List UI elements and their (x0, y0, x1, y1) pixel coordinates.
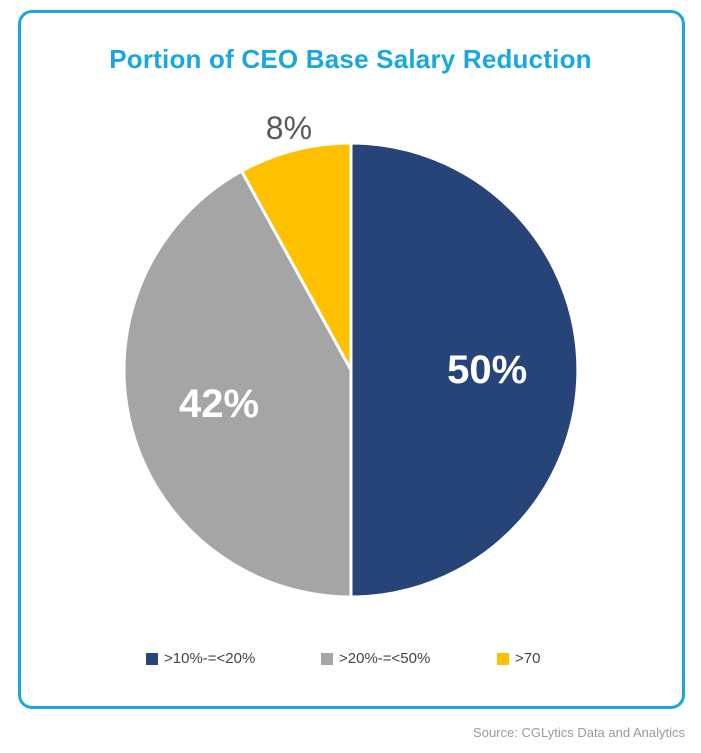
legend-label-70: >70 (515, 650, 541, 667)
legend-item-10-20: >10%-=<20% (146, 650, 255, 667)
legend-label-20-50: >20%-=<50% (339, 650, 431, 667)
legend-swatch-10-20 (146, 652, 158, 665)
slice-label-70: 8% (266, 110, 312, 146)
legend-item-70: >70 (497, 650, 540, 667)
slice-20-50 (122, 169, 353, 599)
slice-label-10-20: 50% (447, 348, 527, 392)
legend-swatch-20-50 (321, 652, 333, 665)
legend: >10%-=<20% >20%-=<50% >70 (0, 650, 701, 674)
legend-item-20-50: >20%-=<50% (321, 650, 430, 667)
source-note: Source: CGLytics Data and Analytics (473, 725, 685, 740)
slice-10-20 (349, 141, 580, 599)
slice-70 (240, 141, 353, 372)
slice-label-20-50: 42% (179, 382, 259, 426)
chart-title: Portion of CEO Base Salary Reduction (109, 44, 592, 74)
legend-swatch-70 (497, 652, 509, 665)
legend-label-10-20: >10%-=<20% (164, 650, 256, 667)
